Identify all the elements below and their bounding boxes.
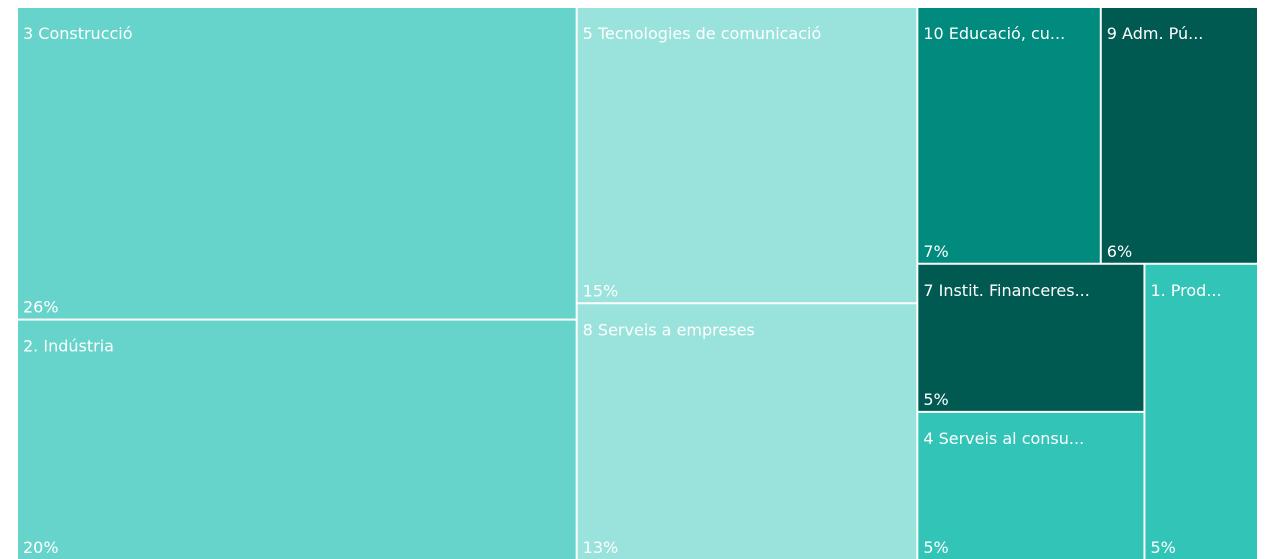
tile xyxy=(577,304,917,559)
tile xyxy=(577,8,917,303)
tile-label: 9 Adm. Pú... xyxy=(1107,24,1204,43)
tile-label: 4 Serveis al consu... xyxy=(923,429,1084,448)
tile-label: 3 Construcció xyxy=(23,24,133,43)
tile-value-label: 26% xyxy=(23,298,59,317)
tile xyxy=(1101,8,1257,263)
tile-value-label: 15% xyxy=(583,281,619,300)
tile-value-label: 6% xyxy=(1107,242,1132,261)
tile-value-label: 5% xyxy=(923,538,948,557)
tile-label: 10 Educació, cu... xyxy=(923,24,1065,43)
tile xyxy=(918,8,1100,263)
tile-value-label: 5% xyxy=(1150,538,1175,557)
tile-value-label: 7% xyxy=(923,242,948,261)
tile-label: 5 Tecnologies de comunicació xyxy=(583,24,822,43)
tile-label: 8 Serveis a empreses xyxy=(583,320,755,339)
tile-value-label: 5% xyxy=(923,390,948,409)
tile xyxy=(18,320,576,559)
tile-label: 7 Instit. Financeres... xyxy=(923,281,1089,300)
tile xyxy=(918,412,1144,559)
tile-label: 1. Prod... xyxy=(1150,281,1221,300)
tile-value-label: 20% xyxy=(23,538,59,557)
tile xyxy=(18,8,576,319)
tile-label: 2. Indústria xyxy=(23,337,114,356)
tile xyxy=(918,264,1144,411)
tile xyxy=(1145,264,1257,559)
tile-value-label: 13% xyxy=(583,538,619,557)
